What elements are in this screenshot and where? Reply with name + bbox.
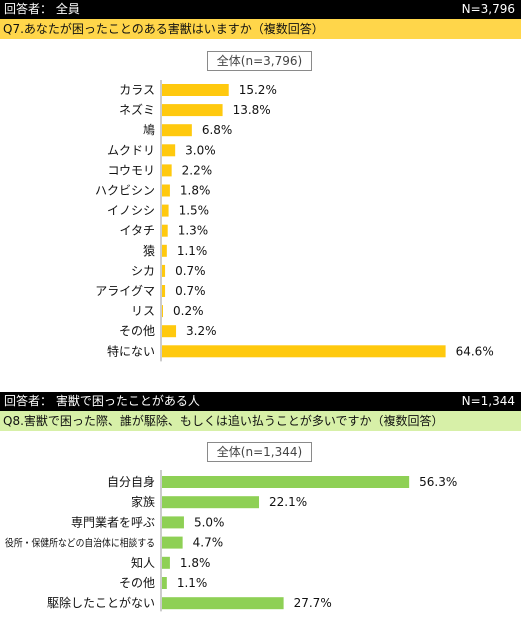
value-label: 1.5% (179, 204, 210, 218)
value-label: 4.7% (193, 536, 224, 550)
bar (162, 204, 169, 217)
category-label: 自分自身 (107, 474, 155, 489)
q7-sample-size: N=3,796 (461, 2, 515, 16)
bar (162, 577, 167, 589)
value-label: 22.1% (269, 495, 307, 509)
value-label: 1.1% (177, 244, 208, 258)
category-label: 駆除したことがない (47, 595, 155, 610)
value-label: 1.8% (180, 556, 211, 570)
bar (162, 124, 192, 137)
q8-respondent-bar: 回答者： 害獣で困ったことがある人 N=1,344 (0, 392, 521, 411)
q7-bar-chart: カラス 15.2% ネズミ 13.8% 鳩 6.8% ムクドリ 3.0% コウモリ 2.2% ハクビ… (95, 80, 494, 362)
category-label: カラス (119, 83, 155, 97)
category-label: イノシシ (107, 204, 155, 218)
bar (162, 305, 163, 318)
bar (162, 84, 229, 96)
value-label: 13.8% (233, 103, 271, 117)
bar (162, 144, 176, 157)
bar (162, 516, 184, 529)
q8-bar-chart: 自分自身 56.3% 家族 22.1% 専門業者を呼ぶ 5.0% 役所・保健所などの自治体に… (5, 470, 457, 612)
category-label: アライグマ (95, 284, 155, 298)
q7-question-title: Q7.あなたが困ったことのある害獣はいますか（複数回答） (0, 19, 521, 39)
category-label: その他 (119, 576, 155, 590)
bar (162, 104, 223, 117)
value-label: 3.0% (185, 143, 216, 157)
bar (162, 345, 446, 358)
value-label: 15.2% (239, 83, 277, 97)
bar (162, 496, 260, 509)
bar (162, 164, 172, 177)
bar (162, 244, 167, 257)
bar (162, 556, 170, 569)
value-label: 0.2% (173, 304, 204, 318)
q7-respondents-label: 回答者： 全員 (4, 2, 80, 16)
category-label: その他 (119, 324, 155, 338)
value-label: 0.7% (175, 284, 206, 298)
value-label: 2.2% (182, 163, 213, 177)
category-label: シカ (131, 264, 155, 278)
value-label: 64.6% (456, 344, 494, 358)
bar (162, 536, 183, 549)
bar (162, 264, 166, 277)
bar (162, 597, 284, 610)
bar (162, 476, 410, 488)
category-label: イタチ (119, 224, 155, 238)
category-label: ネズミ (119, 102, 155, 117)
category-label: 知人 (131, 556, 155, 570)
value-label: 6.8% (202, 123, 233, 137)
bar (162, 285, 166, 297)
value-label: 0.7% (175, 264, 206, 278)
value-label: 1.8% (180, 184, 211, 198)
category-label: 役所・保健所などの自治体に相談する (5, 537, 155, 550)
category-label: 鳩 (143, 123, 155, 137)
q8-legend: 全体(n=1,344) (207, 442, 312, 462)
category-label: リス (131, 304, 155, 318)
value-label: 1.3% (178, 224, 209, 238)
value-label: 1.1% (177, 576, 208, 590)
q8-sample-size: N=1,344 (461, 394, 515, 408)
value-label: 5.0% (194, 515, 225, 529)
category-label: 特にない (107, 343, 155, 358)
category-label: 猿 (143, 243, 155, 258)
category-label: 専門業者を呼ぶ (71, 515, 155, 529)
q8-question-title: Q8.害獣で困った際、誰が駆除、もしくは追い払うことが多いですか（複数回答） (0, 411, 521, 431)
bar (162, 184, 170, 197)
value-label: 3.2% (186, 324, 217, 338)
value-label: 27.7% (294, 596, 332, 610)
q8-respondents-label: 回答者： 害獣で困ったことがある人 (4, 394, 200, 408)
bar (162, 325, 177, 338)
category-label: コウモリ (107, 163, 155, 177)
q7-legend: 全体(n=3,796) (207, 51, 312, 71)
category-label: 家族 (131, 494, 155, 509)
bar (162, 224, 168, 237)
category-label: ハクビシン (95, 184, 155, 198)
value-label: 56.3% (419, 475, 457, 489)
q7-respondent-bar: 回答者： 全員 N=3,796 (0, 0, 521, 19)
category-label: ムクドリ (107, 143, 155, 157)
